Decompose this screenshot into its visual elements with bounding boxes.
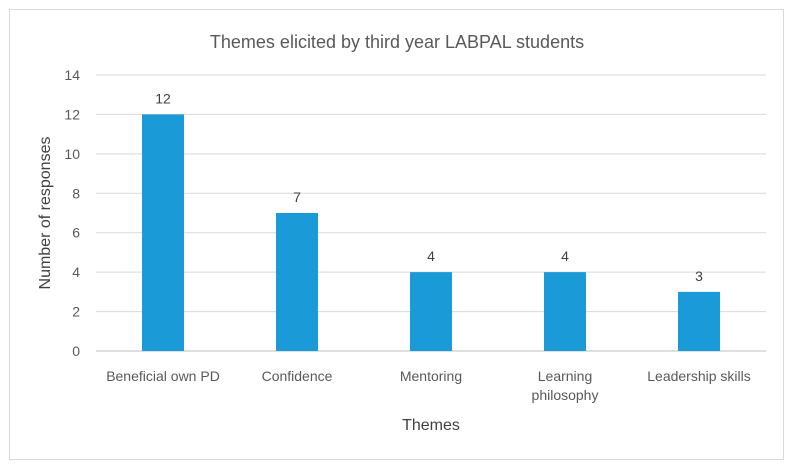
x-tick-label-line: Leadership skills [647, 368, 751, 384]
y-tick-label: 12 [64, 106, 80, 122]
data-label: 12 [155, 90, 171, 106]
x-axis-title: Themes [402, 417, 460, 434]
y-tick-label: 10 [64, 146, 80, 162]
y-axis-title: Number of responses [37, 137, 54, 290]
x-axis-ticks: Beneficial own PD Confidence Mentoring Lear… [106, 368, 751, 403]
data-label: 7 [293, 189, 301, 205]
x-tick-label: Leadership skills [647, 368, 751, 384]
x-tick-label-line: Mentoring [400, 368, 462, 384]
y-tick-label: 0 [72, 343, 80, 359]
y-tick-label: 14 [64, 67, 80, 83]
data-label: 4 [561, 248, 569, 264]
x-tick-label: Confidence [262, 368, 333, 384]
x-tick-label-line: Confidence [262, 368, 333, 384]
x-tick-label: Beneficial own PD [106, 368, 220, 384]
x-tick-label-line: philosophy [532, 387, 599, 403]
x-tick-label: Learning philosophy [532, 368, 599, 403]
bar [410, 272, 452, 351]
bar [544, 272, 586, 351]
x-tick-label-line: Learning [538, 368, 593, 384]
bar [276, 213, 318, 351]
y-tick-label: 8 [72, 185, 80, 201]
data-label: 3 [695, 268, 703, 284]
bar [678, 291, 720, 351]
y-tick-label: 2 [72, 304, 80, 320]
chart-title: Themes elicited by third year LABPAL stu… [210, 32, 584, 52]
x-tick-label-line: Beneficial own PD [106, 368, 220, 384]
x-tick-label: Mentoring [400, 368, 462, 384]
gridlines [96, 74, 766, 352]
bar [142, 114, 184, 351]
y-tick-label: 4 [72, 264, 80, 280]
data-label: 4 [427, 248, 435, 264]
bars [142, 114, 720, 351]
data-labels: 12 7 4 4 3 [155, 90, 703, 283]
chart-frame [9, 9, 784, 460]
y-axis-ticks: 0 2 4 6 8 10 12 14 [64, 67, 80, 359]
y-tick-label: 6 [72, 225, 80, 241]
